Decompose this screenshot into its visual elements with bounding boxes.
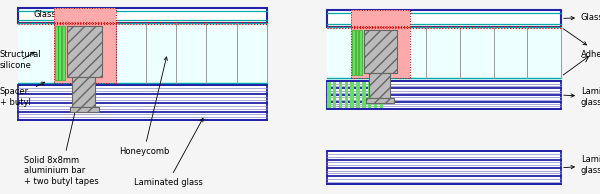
Bar — [362, 82, 365, 108]
Bar — [70, 107, 99, 112]
Text: Laminated glass: Laminated glass — [134, 118, 203, 187]
Bar — [364, 30, 397, 73]
Bar — [53, 8, 116, 23]
Bar — [18, 85, 267, 120]
Bar — [18, 23, 267, 83]
Bar — [53, 8, 116, 23]
Bar — [367, 98, 394, 103]
Text: Spacer
+ butyl: Spacer + butyl — [0, 82, 44, 107]
Bar — [53, 23, 116, 83]
Bar — [374, 82, 377, 108]
Bar — [67, 26, 102, 77]
Bar — [368, 82, 371, 108]
Bar — [351, 27, 410, 78]
Bar — [364, 30, 397, 73]
Bar — [327, 10, 561, 27]
Bar — [338, 82, 342, 108]
Bar — [351, 27, 410, 78]
Text: Adhesive: Adhesive — [563, 29, 600, 59]
Bar — [344, 82, 348, 108]
Bar — [367, 98, 394, 103]
Bar — [351, 10, 410, 27]
Bar — [327, 151, 561, 184]
Bar — [356, 30, 358, 75]
Bar — [327, 27, 561, 78]
Bar — [327, 82, 331, 108]
Bar — [380, 82, 383, 108]
Bar — [55, 26, 58, 81]
Text: Honeycomb: Honeycomb — [119, 57, 169, 156]
Bar — [359, 30, 362, 75]
Bar — [62, 26, 65, 81]
Text: Glass: Glass — [33, 9, 74, 19]
Bar — [369, 73, 390, 98]
Bar — [67, 26, 102, 77]
Bar — [351, 10, 410, 27]
Text: Glass: Glass — [564, 13, 600, 22]
Bar — [327, 81, 561, 109]
Bar — [333, 82, 337, 108]
Bar — [18, 8, 267, 23]
Bar — [73, 77, 95, 107]
Text: Laminated
glass: Laminated glass — [564, 155, 600, 175]
Bar — [53, 23, 116, 83]
Bar — [350, 82, 354, 108]
Text: Laminated
glass: Laminated glass — [564, 87, 600, 107]
Bar — [73, 77, 95, 107]
Bar — [58, 26, 61, 81]
Bar — [352, 30, 355, 75]
Bar — [369, 73, 390, 98]
Bar — [356, 82, 360, 108]
Text: Solid 8x8mm
aluminium bar
+ two butyl tapes: Solid 8x8mm aluminium bar + two butyl ta… — [24, 103, 99, 186]
Bar — [70, 107, 99, 112]
Text: Structural
silicone: Structural silicone — [0, 50, 41, 70]
